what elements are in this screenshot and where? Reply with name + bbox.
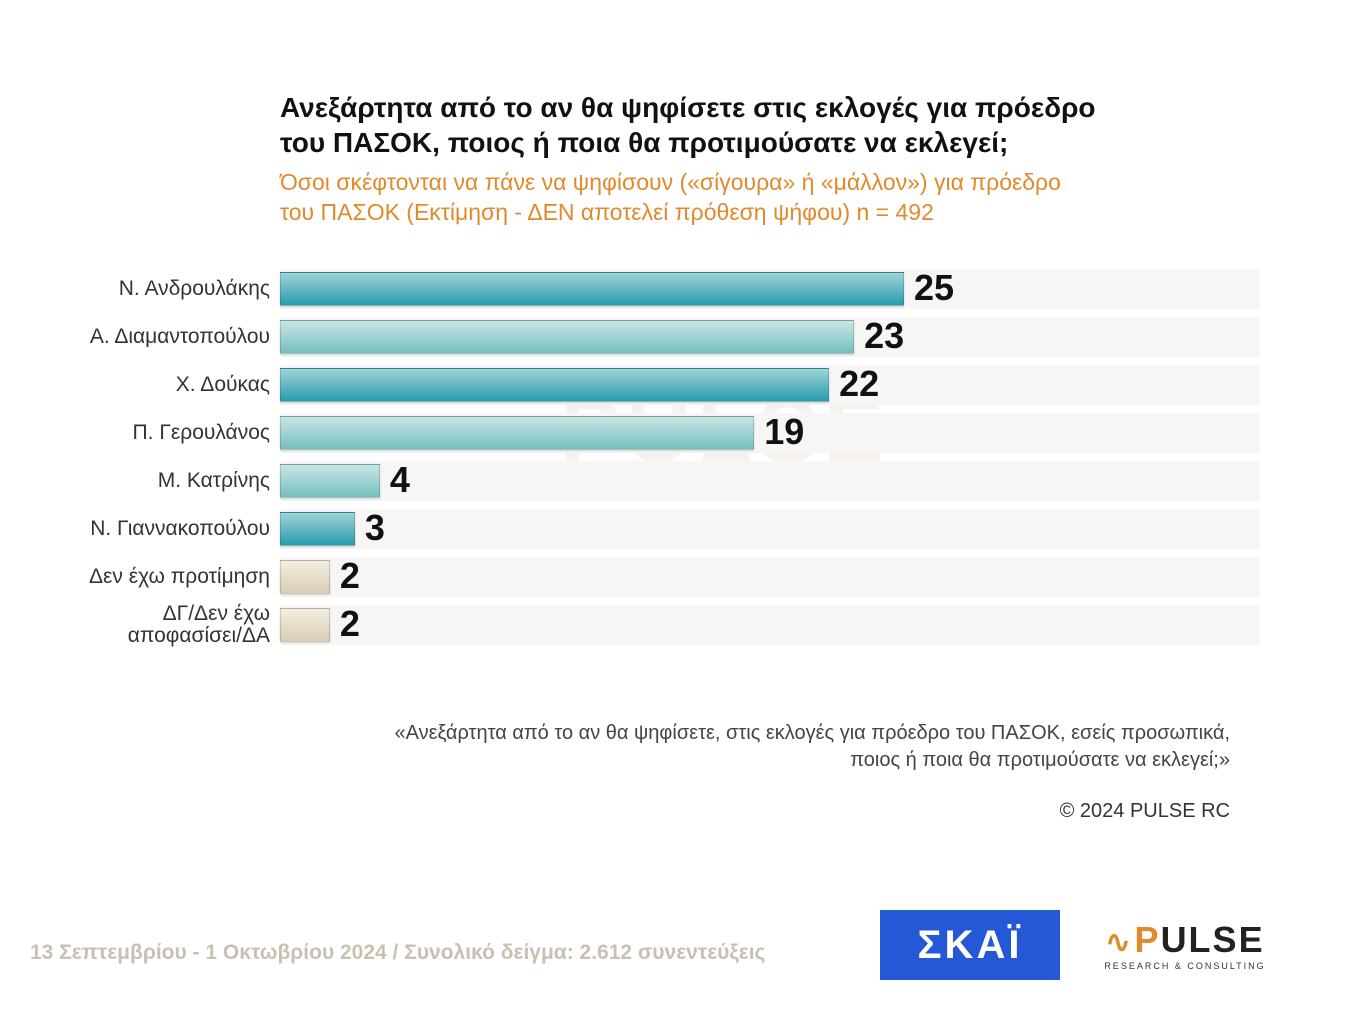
chart-row: Δεν έχω προτίμηση 2: [60, 553, 1260, 601]
bar-track: 23: [280, 317, 1260, 357]
bar-track: 4: [280, 461, 1260, 501]
chart-row: Μ. Κατρίνης 4: [60, 457, 1260, 505]
bar-track: 25: [280, 269, 1260, 309]
bar-track: 3: [280, 509, 1260, 549]
bar-fill: [280, 272, 904, 306]
bar-track: 22: [280, 365, 1260, 405]
question-text: «Ανεξάρτητα από το αν θα ψηφίσετε, στις …: [330, 720, 1230, 774]
page: Ανεξάρτητα από το αν θα ψηφίσετε στις εκ…: [0, 0, 1360, 1020]
skai-logo: ΣΚΑΪ: [880, 910, 1060, 980]
pulse-logo-sub: RESEARCH & CONSULTING: [1104, 961, 1265, 971]
subtitle-line-2: του ΠΑΣΟΚ (Εκτίμηση - ΔΕΝ αποτελεί πρόθε…: [280, 199, 934, 225]
bar-value: 4: [390, 459, 410, 501]
bar-fill: [280, 416, 754, 450]
pulse-logo: ∿PULSE RESEARCH & CONSULTING: [1080, 910, 1290, 980]
chart-title: Ανεξάρτητα από το αν θα ψηφίσετε στις εκ…: [280, 90, 1160, 160]
title-line-2: του ΠΑΣΟΚ, ποιος ή ποια θα προτιμούσατε …: [280, 127, 1008, 158]
bar-track: 2: [280, 557, 1260, 597]
bar-value: 2: [340, 603, 360, 645]
bar-fill: [280, 368, 829, 402]
copyright-text: © 2024 PULSE RC: [1060, 800, 1230, 823]
bar-label: Χ. Δούκας: [60, 374, 280, 396]
bar-label: Π. Γερουλάνος: [60, 422, 280, 444]
chart-row: ΔΓ/Δεν έχωαποφασίσει/ΔΑ 2: [60, 601, 1260, 649]
question-line-2: ποιος ή ποια θα προτιμούσατε να εκλεγεί;…: [850, 749, 1230, 771]
pulse-logo-text: ∿PULSE: [1105, 919, 1264, 961]
pulse-wave-icon: ∿: [1105, 926, 1132, 959]
bar-fill: [280, 560, 330, 594]
chart-row: Ν. Γιαννακοπούλου 3: [60, 505, 1260, 553]
bar-label: Ν. Γιαννακοπούλου: [60, 518, 280, 540]
bar-value: 23: [864, 315, 904, 357]
chart-row: Α. Διαμαντοπούλου 23: [60, 313, 1260, 361]
bar-value: 25: [914, 267, 954, 309]
bar-fill: [280, 608, 330, 642]
header-block: Ανεξάρτητα από το αν θα ψηφίσετε στις εκ…: [280, 90, 1160, 228]
chart-row: Π. Γερουλάνος 19: [60, 409, 1260, 457]
skai-logo-text: ΣΚΑΪ: [918, 923, 1023, 968]
bar-chart: Ν. Ανδρουλάκης25Α. Διαμαντοπούλου23Χ. Δο…: [60, 265, 1260, 649]
bar-label: Δεν έχω προτίμηση: [60, 566, 280, 588]
bar-label: Ν. Ανδρουλάκης: [60, 278, 280, 300]
chart-row: Χ. Δούκας 22: [60, 361, 1260, 409]
bar-label: Μ. Κατρίνης: [60, 470, 280, 492]
title-line-1: Ανεξάρτητα από το αν θα ψηφίσετε στις εκ…: [280, 92, 1096, 123]
bar-value: 2: [340, 555, 360, 597]
bar-value: 19: [764, 411, 804, 453]
footer-text: 13 Σεπτεμβρίου - 1 Οκτωβρίου 2024 / Συνο…: [30, 941, 765, 965]
bar-value: 3: [365, 507, 385, 549]
question-line-1: «Ανεξάρτητα από το αν θα ψηφίσετε, στις …: [394, 722, 1230, 744]
subtitle-line-1: Όσοι σκέφτονται να πάνε να ψηφίσουν («σί…: [280, 169, 1061, 195]
bar-track: 19: [280, 413, 1260, 453]
chart-subtitle: Όσοι σκέφτονται να πάνε να ψηφίσουν («σί…: [280, 168, 1160, 228]
chart-row: Ν. Ανδρουλάκης 25: [60, 265, 1260, 313]
bar-label: ΔΓ/Δεν έχωαποφασίσει/ΔΑ: [60, 603, 280, 647]
bar-value: 22: [839, 363, 879, 405]
bar-fill: [280, 512, 355, 546]
bar-track: 2: [280, 605, 1260, 645]
bar-label: Α. Διαμαντοπούλου: [60, 326, 280, 348]
bar-fill: [280, 464, 380, 498]
bar-fill: [280, 320, 854, 354]
